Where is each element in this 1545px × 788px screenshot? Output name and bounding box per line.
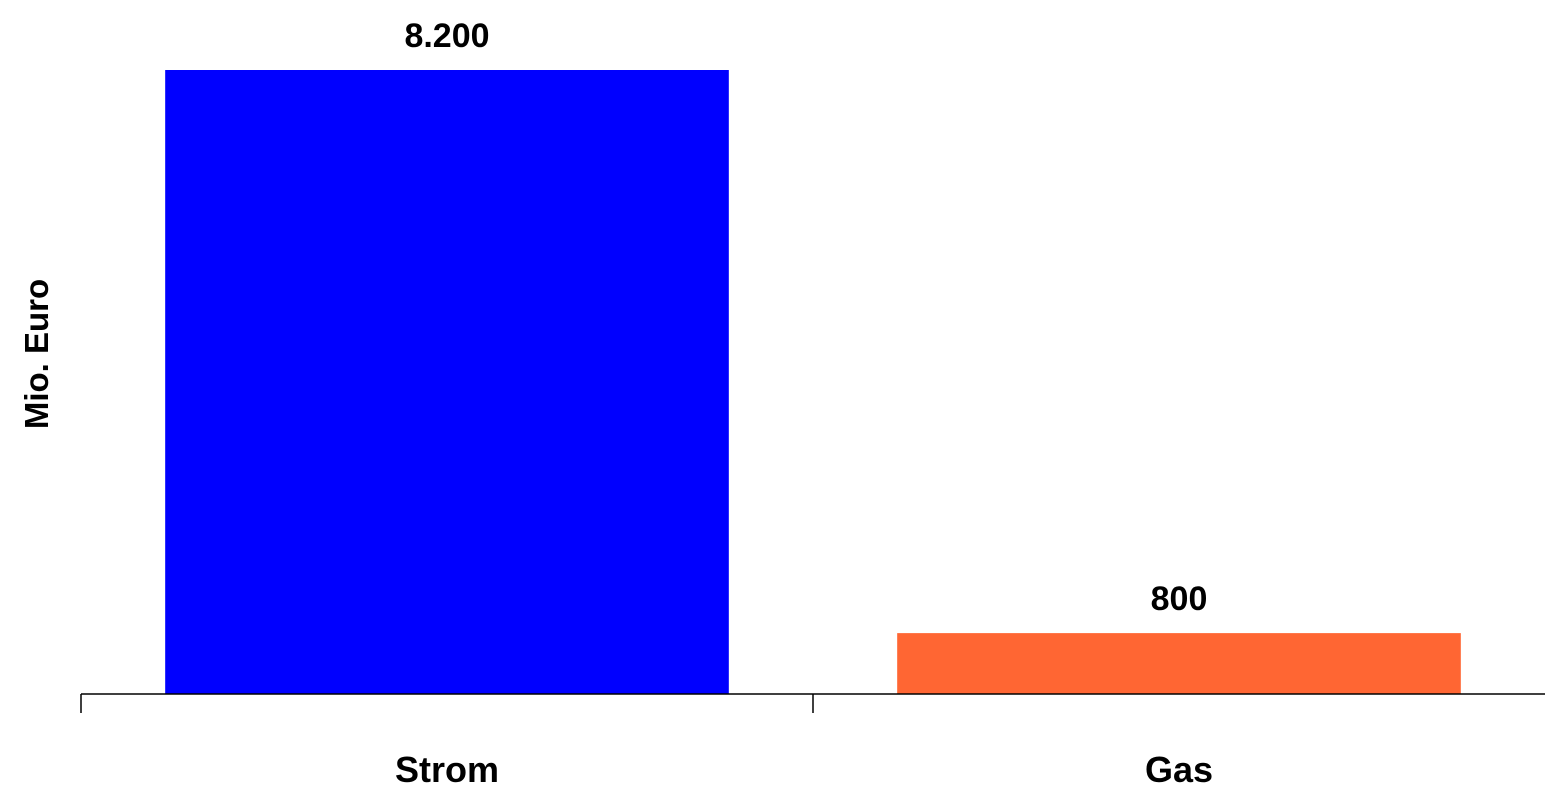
value-label-gas: 800 — [1151, 580, 1208, 618]
bar-strom — [165, 70, 729, 694]
value-labels-group: 8.200 800 — [404, 17, 1207, 618]
x-tick-label-strom: Strom — [395, 749, 499, 788]
y-axis-label: Mio. Euro — [18, 279, 55, 429]
bar-gas — [897, 633, 1461, 694]
x-axis — [80, 693, 1545, 713]
bars-group — [165, 70, 1461, 694]
value-label-strom: 8.200 — [404, 17, 489, 55]
x-tick-label-gas: Gas — [1145, 749, 1213, 788]
x-tick-labels-group: Strom Gas — [395, 749, 1213, 788]
